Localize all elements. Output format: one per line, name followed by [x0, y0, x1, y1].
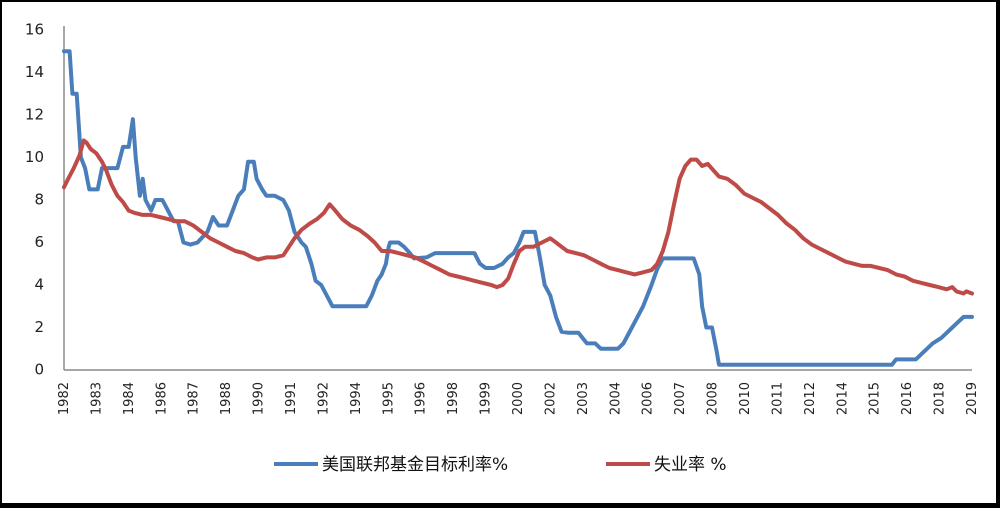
legend-label: 失业率 %	[654, 455, 727, 475]
x-tick-label: 1984	[122, 382, 137, 415]
y-tick-label: 12	[25, 106, 44, 124]
y-tick-label: 4	[34, 276, 44, 294]
x-tick-label: 1992	[316, 382, 331, 415]
series-line-fed-funds-rate	[62, 49, 974, 367]
series-lines	[62, 49, 974, 367]
x-tick-label: 1990	[252, 382, 267, 415]
x-tick-label: 2008	[706, 382, 721, 415]
x-tick-label: 1988	[219, 382, 234, 415]
x-tick-label: 2003	[576, 382, 591, 415]
x-tick-label: 2000	[511, 382, 526, 415]
y-tick-label: 2	[34, 318, 44, 336]
y-tick-label: 6	[34, 233, 44, 251]
x-tick-label: 2014	[835, 382, 850, 415]
x-tick-label: 2004	[608, 382, 623, 415]
x-tick-label: 1982	[57, 382, 72, 415]
x-tick-label: 2012	[803, 382, 818, 415]
legend-label: 美国联邦基金目标利率%	[322, 455, 508, 475]
x-tick-label: 1994	[349, 382, 364, 415]
x-tick-label: 2015	[868, 382, 883, 415]
y-tick-label: 8	[34, 191, 44, 209]
x-tick-label: 2011	[770, 382, 785, 415]
y-tick-label: 16	[25, 21, 44, 39]
x-tick-label: 1987	[187, 382, 202, 415]
x-tick-label: 2016	[900, 382, 915, 415]
x-tick-label: 2007	[673, 382, 688, 415]
x-tick-label: 1986	[154, 382, 169, 415]
x-tick-label: 2006	[641, 382, 656, 415]
x-tick-label: 1983	[89, 382, 104, 415]
x-tick-label: 2002	[543, 382, 558, 415]
x-tick-label: 2019	[965, 382, 980, 415]
legend: 美国联邦基金目标利率% 失业率 %	[274, 455, 727, 475]
y-tick-label: 14	[25, 63, 44, 81]
x-axis-ticks: 1982 1983 1984 1986 1987 1988 1990 1991 1992 1994…	[57, 382, 980, 415]
series-line-unemployment-rate	[62, 138, 974, 296]
x-tick-label: 1991	[284, 382, 299, 415]
x-tick-label: 1996	[414, 382, 429, 415]
y-tick-label: 10	[25, 148, 44, 166]
y-tick-label: 0	[34, 361, 44, 379]
x-tick-label: 2010	[738, 382, 753, 415]
x-tick-label: 1999	[479, 382, 494, 415]
x-tick-label: 1995	[381, 382, 396, 415]
x-tick-label: 1998	[446, 382, 461, 415]
y-axis-ticks: 0 2 4 6 8 10 12 14 16	[25, 21, 44, 379]
x-tick-label: 2018	[933, 382, 948, 415]
